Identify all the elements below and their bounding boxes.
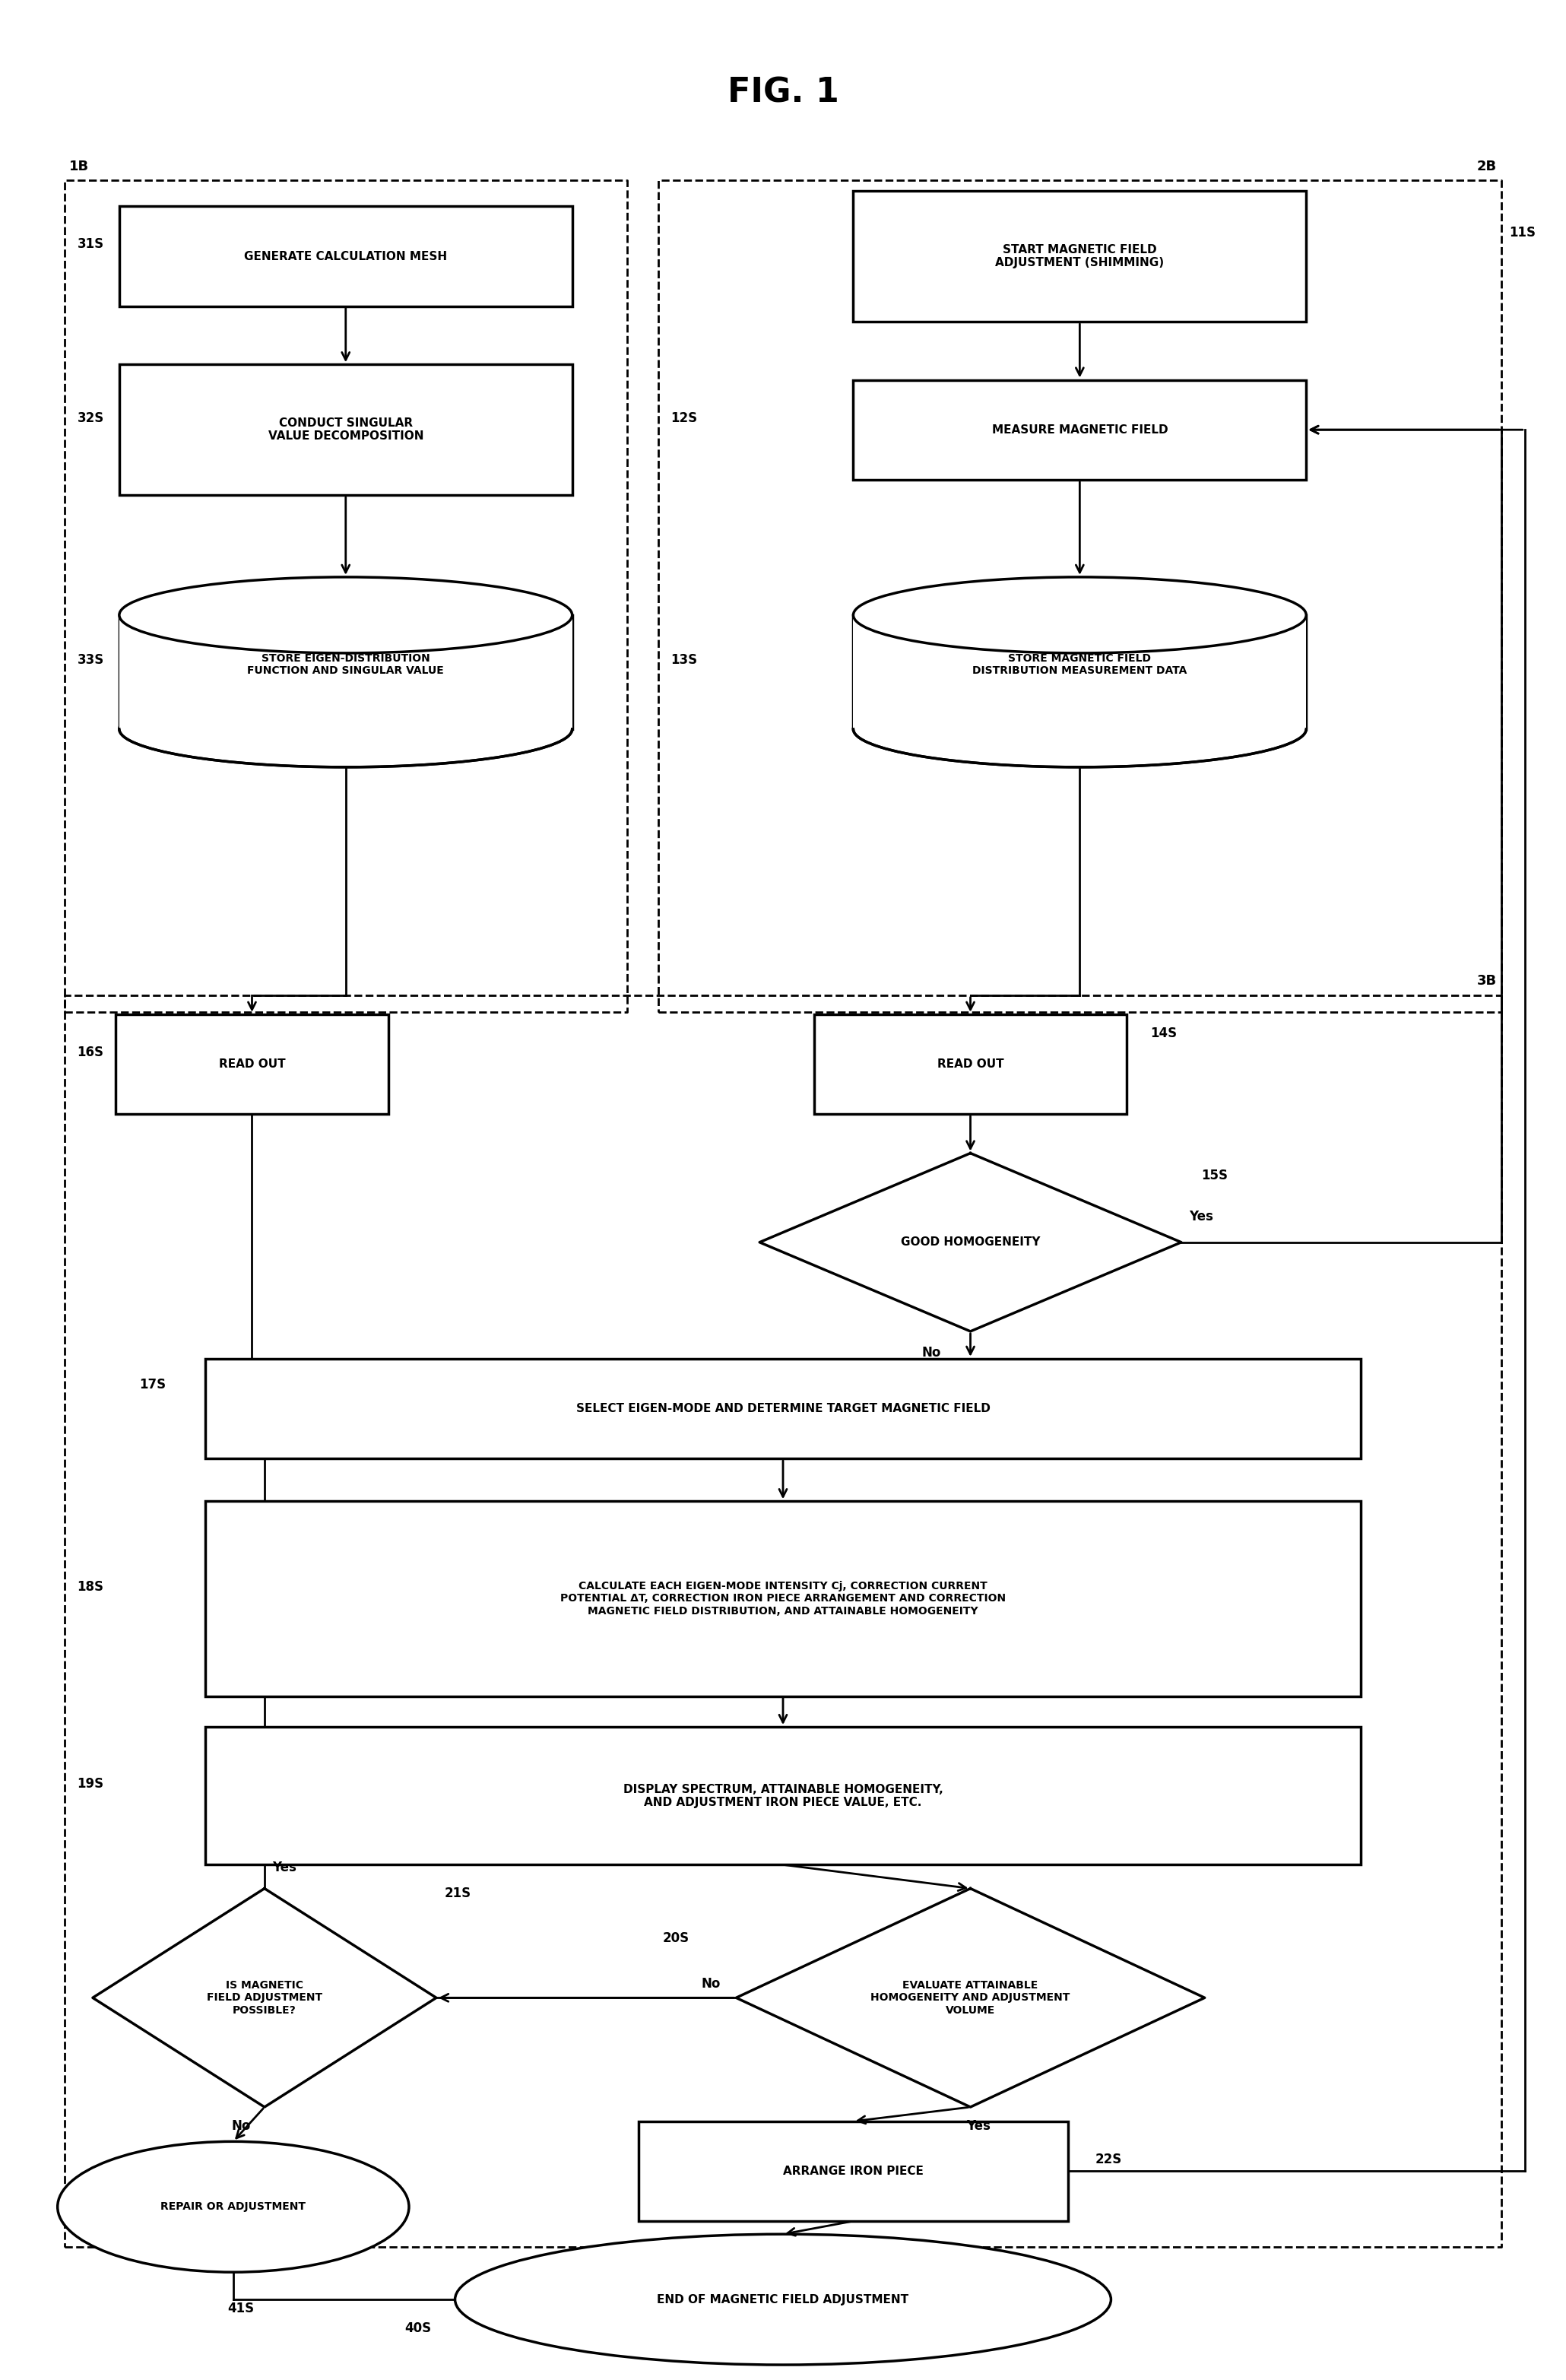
Text: 40S: 40S xyxy=(406,2320,432,2335)
Text: 14S: 14S xyxy=(1149,1026,1176,1040)
Text: 31S: 31S xyxy=(77,238,103,252)
Text: GENERATE CALCULATION MESH: GENERATE CALCULATION MESH xyxy=(244,250,448,262)
FancyBboxPatch shape xyxy=(639,2121,1068,2221)
Text: FIG. 1: FIG. 1 xyxy=(727,76,839,109)
Text: MEASURE MAGNETIC FIELD: MEASURE MAGNETIC FIELD xyxy=(991,424,1168,436)
Text: 20S: 20S xyxy=(662,1933,689,1944)
Text: 12S: 12S xyxy=(670,412,697,424)
Text: CONDUCT SINGULAR
VALUE DECOMPOSITION: CONDUCT SINGULAR VALUE DECOMPOSITION xyxy=(268,416,423,443)
FancyBboxPatch shape xyxy=(853,190,1306,321)
Text: 21S: 21S xyxy=(445,1887,471,1899)
Text: 18S: 18S xyxy=(77,1580,103,1595)
Ellipse shape xyxy=(119,690,572,766)
Text: 15S: 15S xyxy=(1201,1169,1228,1183)
FancyBboxPatch shape xyxy=(205,1359,1361,1459)
Text: END OF MAGNETIC FIELD ADJUSTMENT: END OF MAGNETIC FIELD ADJUSTMENT xyxy=(658,2294,908,2306)
Text: 41S: 41S xyxy=(227,2301,254,2316)
Text: 2B: 2B xyxy=(1477,159,1497,174)
Text: Yes: Yes xyxy=(272,1861,296,1873)
Text: 16S: 16S xyxy=(77,1045,103,1059)
FancyBboxPatch shape xyxy=(853,614,1306,728)
Text: READ OUT: READ OUT xyxy=(936,1059,1004,1069)
Text: GOOD HOMOGENEITY: GOOD HOMOGENEITY xyxy=(900,1238,1040,1247)
Text: Yes: Yes xyxy=(1189,1209,1214,1223)
Text: STORE MAGNETIC FIELD
DISTRIBUTION MEASUREMENT DATA: STORE MAGNETIC FIELD DISTRIBUTION MEASUR… xyxy=(972,652,1187,676)
Text: 3B: 3B xyxy=(1477,973,1497,988)
Text: No: No xyxy=(702,1978,720,1990)
Text: 22S: 22S xyxy=(1095,2152,1123,2166)
Text: READ OUT: READ OUT xyxy=(219,1059,285,1069)
Text: No: No xyxy=(232,2118,251,2132)
Text: 17S: 17S xyxy=(139,1378,166,1392)
Ellipse shape xyxy=(119,576,572,652)
Text: 13S: 13S xyxy=(670,655,697,666)
Polygon shape xyxy=(760,1154,1181,1330)
FancyBboxPatch shape xyxy=(119,207,572,307)
Text: STORE EIGEN-DISTRIBUTION
FUNCTION AND SINGULAR VALUE: STORE EIGEN-DISTRIBUTION FUNCTION AND SI… xyxy=(247,652,445,676)
FancyBboxPatch shape xyxy=(205,1502,1361,1697)
FancyBboxPatch shape xyxy=(116,1014,388,1114)
Text: EVALUATE ATTAINABLE
HOMOGENEITY AND ADJUSTMENT
VOLUME: EVALUATE ATTAINABLE HOMOGENEITY AND ADJU… xyxy=(871,1980,1070,2016)
Text: START MAGNETIC FIELD
ADJUSTMENT (SHIMMING): START MAGNETIC FIELD ADJUSTMENT (SHIMMIN… xyxy=(996,245,1164,269)
FancyBboxPatch shape xyxy=(853,381,1306,481)
Text: 32S: 32S xyxy=(77,412,103,424)
Text: REPAIR OR ADJUSTMENT: REPAIR OR ADJUSTMENT xyxy=(161,2202,305,2211)
Text: 1B: 1B xyxy=(69,159,89,174)
FancyBboxPatch shape xyxy=(814,1014,1126,1114)
Ellipse shape xyxy=(58,2142,409,2273)
Text: 19S: 19S xyxy=(77,1778,103,1790)
Text: 33S: 33S xyxy=(77,655,103,666)
Ellipse shape xyxy=(456,2235,1110,2366)
FancyBboxPatch shape xyxy=(119,364,572,495)
Text: Yes: Yes xyxy=(966,2118,990,2132)
FancyBboxPatch shape xyxy=(119,614,572,728)
FancyBboxPatch shape xyxy=(205,1728,1361,1864)
Text: No: No xyxy=(922,1345,941,1359)
Text: DISPLAY SPECTRUM, ATTAINABLE HOMOGENEITY,
AND ADJUSTMENT IRON PIECE VALUE, ETC.: DISPLAY SPECTRUM, ATTAINABLE HOMOGENEITY… xyxy=(623,1783,943,1809)
Text: ARRANGE IRON PIECE: ARRANGE IRON PIECE xyxy=(783,2166,924,2178)
Polygon shape xyxy=(736,1887,1204,2106)
Ellipse shape xyxy=(853,576,1306,652)
Text: SELECT EIGEN-MODE AND DETERMINE TARGET MAGNETIC FIELD: SELECT EIGEN-MODE AND DETERMINE TARGET M… xyxy=(576,1402,990,1414)
Text: IS MAGNETIC
FIELD ADJUSTMENT
POSSIBLE?: IS MAGNETIC FIELD ADJUSTMENT POSSIBLE? xyxy=(207,1980,323,2016)
Text: CALCULATE EACH EIGEN-MODE INTENSITY Cj, CORRECTION CURRENT
POTENTIAL ΔT, CORRECT: CALCULATE EACH EIGEN-MODE INTENSITY Cj, … xyxy=(561,1580,1005,1616)
Text: 11S: 11S xyxy=(1510,226,1536,240)
Ellipse shape xyxy=(853,690,1306,766)
Polygon shape xyxy=(92,1887,437,2106)
